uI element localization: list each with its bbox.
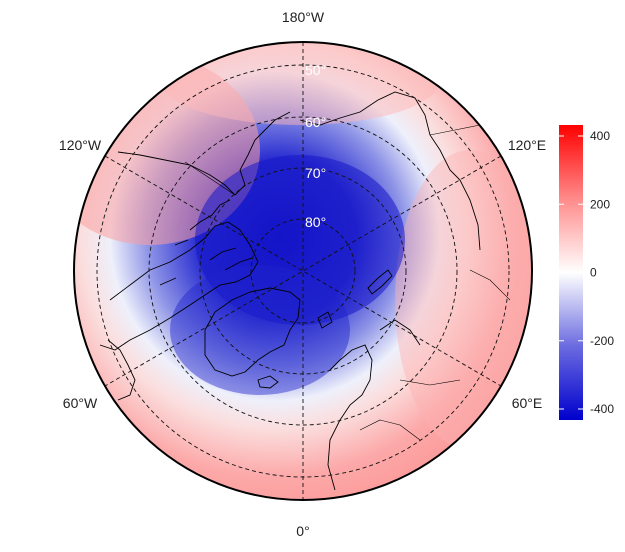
colorbar-tick-label: -400 bbox=[590, 402, 614, 416]
novaya-zemlya bbox=[367, 269, 393, 295]
siberia-coast bbox=[299, 91, 481, 251]
svalbard bbox=[317, 311, 333, 329]
coastlines bbox=[99, 91, 511, 491]
hudson-bay bbox=[107, 339, 136, 401]
country-borders bbox=[184, 124, 511, 441]
colorbar-tick-label: 0 bbox=[590, 266, 597, 280]
colorbar-tick-label: -200 bbox=[590, 334, 614, 348]
meridian-120w-60e bbox=[104, 155, 502, 387]
negative-core-south bbox=[170, 265, 350, 395]
parallel-60 bbox=[148, 116, 458, 426]
meridian-label-upper-right: 120°E bbox=[508, 137, 546, 153]
meridian-label-top: 180°W bbox=[282, 9, 325, 25]
greenland-coast bbox=[204, 287, 301, 377]
parallel-label-50: 50° bbox=[305, 62, 326, 78]
canada-arctic-coast bbox=[99, 221, 259, 351]
meridian-label-lower-left: 60°W bbox=[63, 395, 98, 411]
colorbar: 400 200 0 -200 -400 bbox=[559, 125, 614, 420]
graticule-meridians bbox=[104, 42, 502, 500]
meridian-label-bottom: 0° bbox=[296, 523, 309, 539]
map-disc: 50° 60° 70° 80° bbox=[74, 42, 532, 500]
colorbar-ticks: 400 200 0 -200 -400 bbox=[559, 129, 614, 416]
colorbar-tick-label: 400 bbox=[590, 129, 610, 143]
meridian-label-upper-left: 120°W bbox=[59, 137, 102, 153]
canada-islands bbox=[159, 199, 253, 286]
colorbar-tick-label: 200 bbox=[590, 197, 610, 211]
meridian-label-lower-right: 60°E bbox=[512, 395, 543, 411]
parallel-label-60: 60° bbox=[305, 114, 326, 130]
parallel-label-80: 80° bbox=[305, 214, 326, 230]
parallel-80 bbox=[250, 218, 356, 324]
map-border bbox=[73, 41, 533, 501]
europe-coast bbox=[327, 319, 421, 491]
meridian-120e-60w bbox=[104, 155, 502, 387]
parallel-label-70: 70° bbox=[305, 165, 326, 181]
negative-core bbox=[195, 155, 405, 325]
iceland bbox=[257, 375, 279, 389]
positive-lobe-north bbox=[160, 42, 440, 125]
